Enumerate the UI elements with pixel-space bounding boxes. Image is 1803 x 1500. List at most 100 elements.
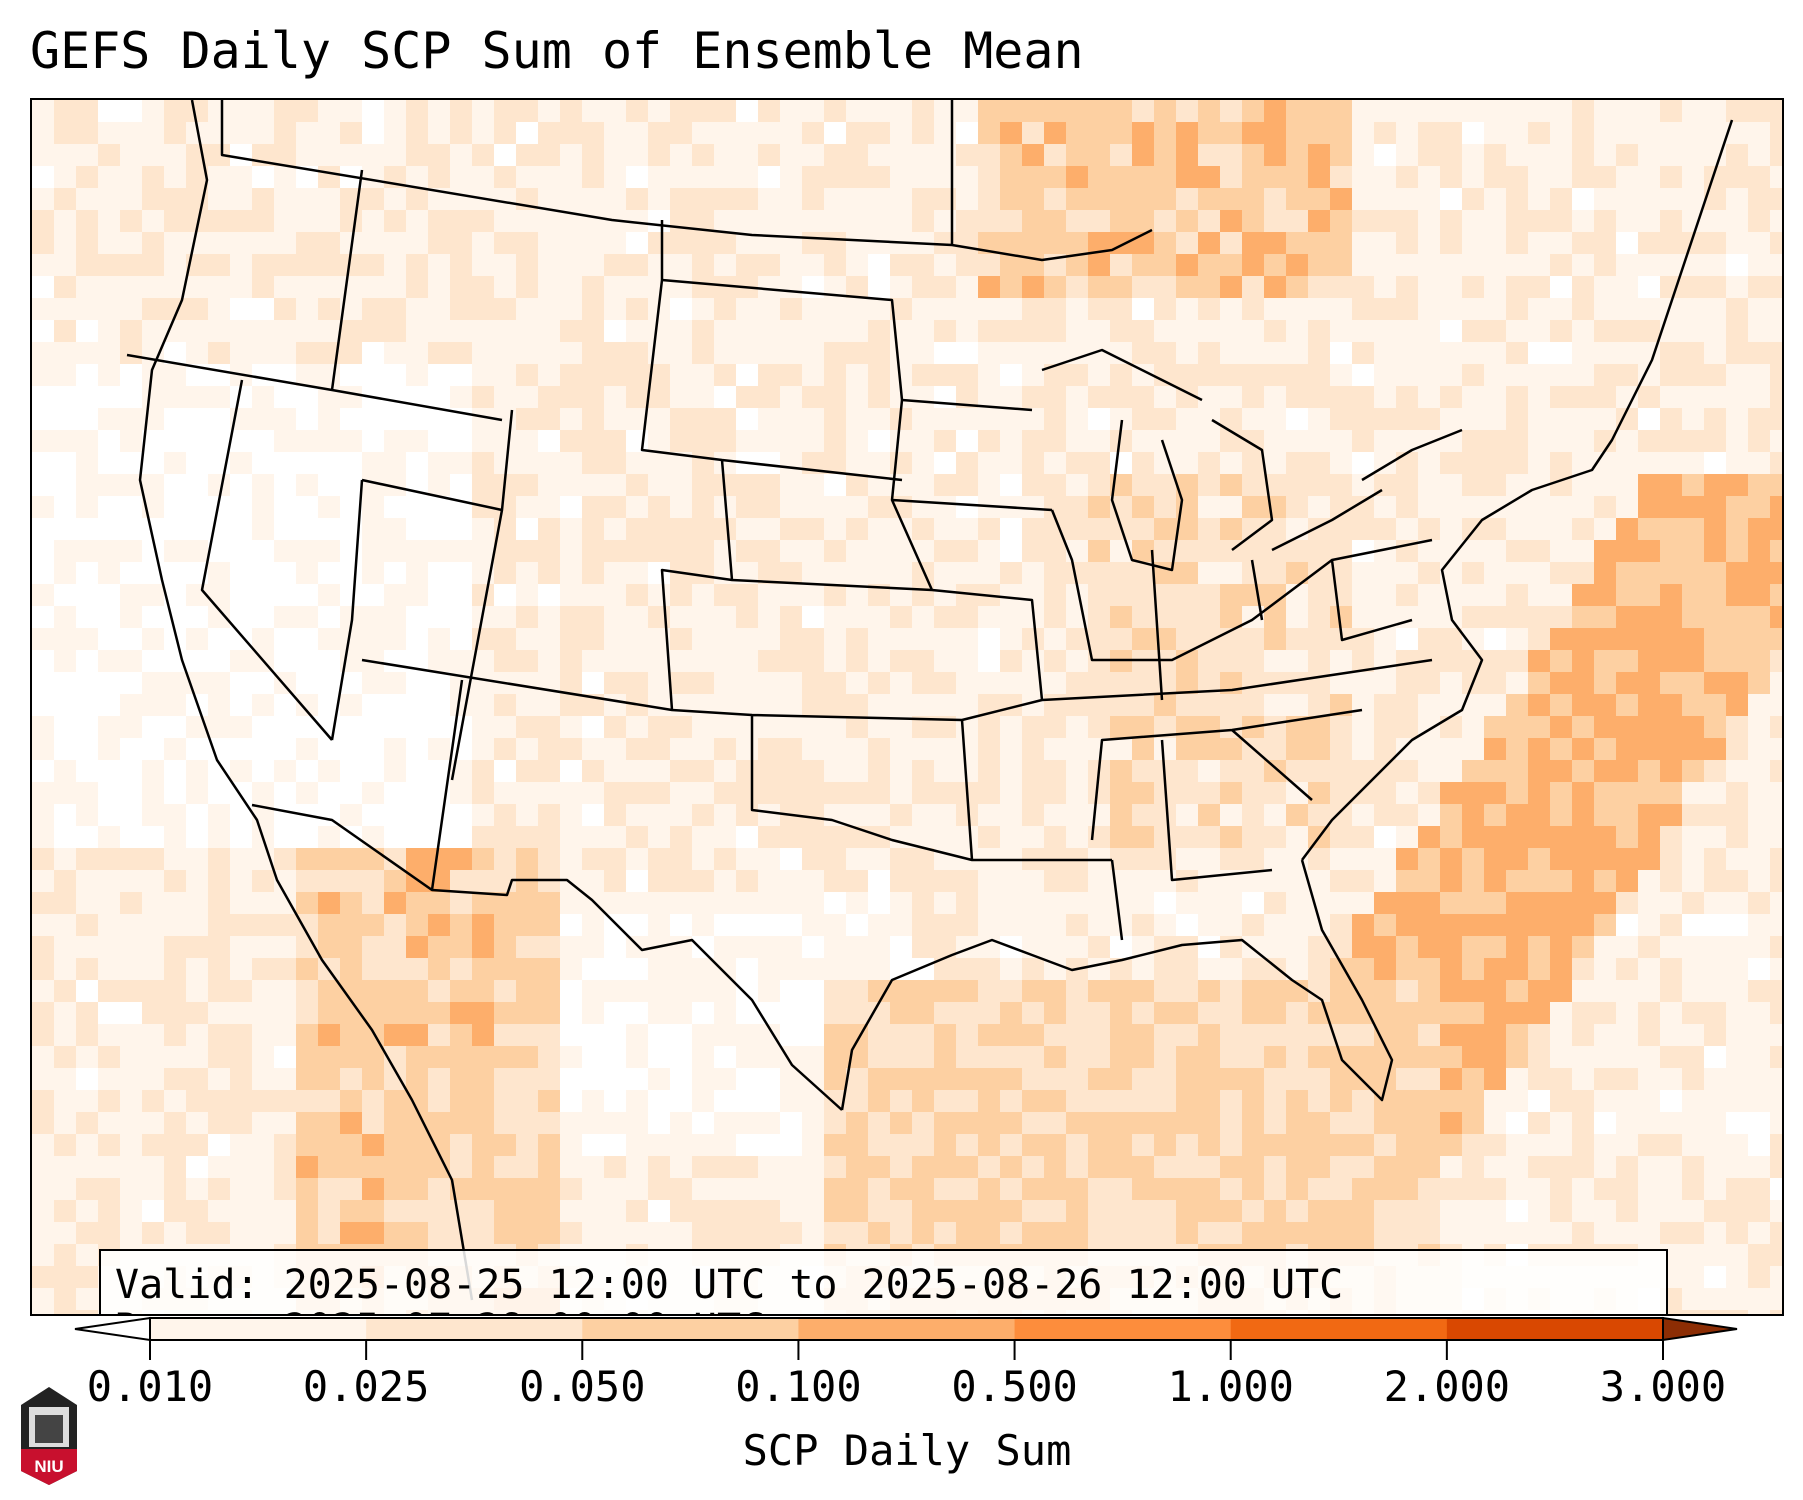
- field-cell: [1088, 386, 1110, 408]
- field-cell: [846, 408, 868, 430]
- field-cell: [824, 606, 846, 628]
- field-cell: [1220, 100, 1242, 122]
- field-cell: [736, 518, 758, 540]
- field-cell: [1132, 320, 1154, 342]
- field-cell: [1572, 276, 1594, 298]
- field-cell: [868, 144, 890, 166]
- field-cell: [76, 496, 98, 518]
- field-cell: [1572, 672, 1594, 694]
- field-cell: [648, 716, 670, 738]
- field-cell: [1528, 540, 1550, 562]
- field-cell: [758, 672, 780, 694]
- field-cell: [384, 496, 406, 518]
- border-mexico: [251, 803, 843, 1111]
- field-cell: [1000, 188, 1022, 210]
- field-cell: [32, 606, 54, 628]
- field-cell: [296, 210, 318, 232]
- field-cell: [186, 496, 208, 518]
- field-cell: [384, 254, 406, 276]
- field-cell: [1396, 518, 1418, 540]
- field-cell: [1066, 276, 1088, 298]
- field-cell: [1418, 474, 1440, 496]
- field-cell: [1616, 496, 1638, 518]
- field-cell: [1242, 650, 1264, 672]
- field-cell: [1000, 628, 1022, 650]
- field-cell: [164, 144, 186, 166]
- field-cell: [1528, 188, 1550, 210]
- field-cell: [450, 100, 472, 122]
- field-cell: [1066, 364, 1088, 386]
- field-cell: [1550, 496, 1572, 518]
- field-cell: [516, 562, 538, 584]
- field-cell: [912, 254, 934, 276]
- field-cell: [208, 386, 230, 408]
- field-cell: [1022, 408, 1044, 430]
- field-cell: [846, 122, 868, 144]
- field-cell: [428, 210, 450, 232]
- field-cell: [912, 430, 934, 452]
- field-cell: [1572, 100, 1594, 122]
- field-cell: [472, 452, 494, 474]
- field-cell: [1088, 584, 1110, 606]
- field-cell: [384, 298, 406, 320]
- field-cell: [1022, 694, 1044, 716]
- field-cell: [1418, 100, 1440, 122]
- field-cell: [54, 166, 76, 188]
- field-cell: [1506, 672, 1528, 694]
- field-cell: [1330, 716, 1352, 738]
- field-cell: [362, 540, 384, 562]
- field-cell: [318, 298, 340, 320]
- field-cell: [1330, 408, 1352, 430]
- field-cell: [1748, 298, 1770, 320]
- field-cell: [604, 144, 626, 166]
- field-cell: [1572, 694, 1594, 716]
- field-cell: [252, 386, 274, 408]
- field-cell: [868, 716, 890, 738]
- field-cell: [1176, 276, 1198, 298]
- field-cell: [494, 628, 516, 650]
- field-cell: [76, 298, 98, 320]
- field-cell: [670, 628, 692, 650]
- field-cell: [1352, 518, 1374, 540]
- field-cell: [1550, 518, 1572, 540]
- field-cell: [1176, 518, 1198, 540]
- field-cell: [516, 496, 538, 518]
- field-cell: [428, 584, 450, 606]
- field-cell: [1682, 166, 1704, 188]
- field-cell: [54, 606, 76, 628]
- field-cell: [296, 364, 318, 386]
- field-cell: [1704, 276, 1726, 298]
- field-cell: [296, 540, 318, 562]
- field-cell: [1594, 628, 1616, 650]
- field-cell: [1550, 100, 1572, 122]
- field-cell: [1330, 320, 1352, 342]
- field-cell: [274, 342, 296, 364]
- field-cell: [978, 694, 1000, 716]
- field-cell: [1528, 298, 1550, 320]
- field-cell: [186, 100, 208, 122]
- field-cell: [1198, 232, 1220, 254]
- field-cell: [1220, 166, 1242, 188]
- field-cell: [1682, 320, 1704, 342]
- field-cell: [1154, 430, 1176, 452]
- field-cell: [296, 584, 318, 606]
- field-cell: [1704, 254, 1726, 276]
- field-cell: [670, 474, 692, 496]
- field-cell: [1110, 254, 1132, 276]
- field-cell: [76, 342, 98, 364]
- field-cell: [274, 254, 296, 276]
- field-cell: [758, 650, 780, 672]
- field-cell: [1110, 408, 1132, 430]
- field-cell: [604, 122, 626, 144]
- field-cell: [1550, 628, 1572, 650]
- field-cell: [1242, 232, 1264, 254]
- field-cell: [1066, 496, 1088, 518]
- field-cell: [1110, 628, 1132, 650]
- field-cell: [670, 716, 692, 738]
- field-cell: [1418, 342, 1440, 364]
- field-cell: [384, 474, 406, 496]
- field-cell: [1726, 474, 1748, 496]
- field-cell: [714, 144, 736, 166]
- field-cell: [252, 628, 274, 650]
- field-cell: [1374, 210, 1396, 232]
